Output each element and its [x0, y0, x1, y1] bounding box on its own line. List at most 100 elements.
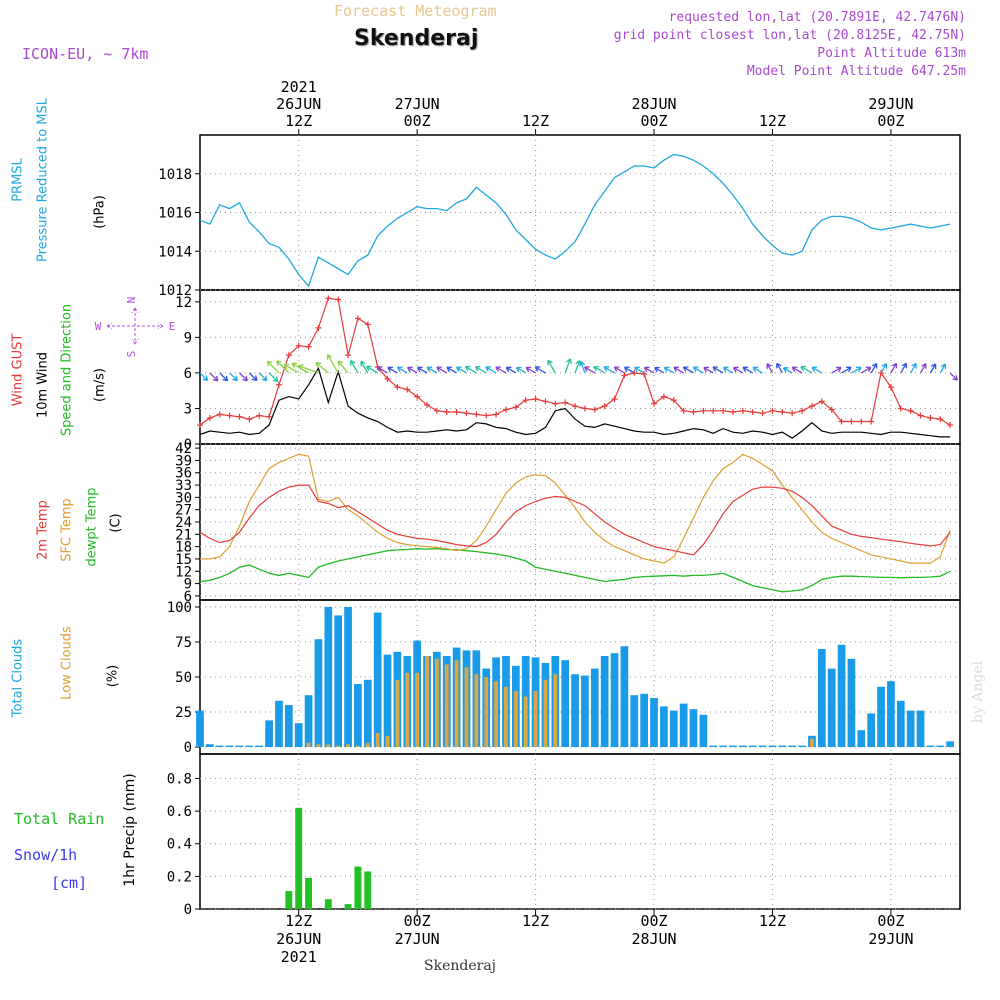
total-cloud-bar [255, 745, 264, 747]
wind-arrow-head [811, 366, 818, 373]
compass-rose [106, 307, 164, 345]
gust-marker [680, 407, 687, 414]
gust-marker [562, 399, 569, 406]
top-hour-label: 12Z [522, 112, 549, 130]
wind-arrow-head [387, 366, 393, 373]
top-hour-label: 00Z [877, 112, 904, 130]
clouds-unit-label: (%) [105, 664, 121, 688]
wind-direction-arrow [584, 366, 596, 374]
wind-arrow-head [350, 360, 356, 366]
low-cloud-bar [523, 696, 528, 747]
total-cloud-bar [590, 668, 599, 747]
compass-w: W [95, 320, 102, 333]
low-cloud-bar [316, 744, 321, 747]
wind-direction-arrow [831, 366, 842, 374]
wind-direction-arrow [603, 366, 615, 374]
wind-arrow-head [397, 366, 403, 373]
total-cloud-bar [206, 744, 214, 747]
total-cloud-bar [225, 745, 234, 747]
wind-direction-arrow [446, 366, 457, 374]
gust-marker [552, 400, 559, 407]
total-cloud-bar [936, 745, 945, 747]
wind-direction-arrow [436, 366, 448, 374]
low-cloud-bar [484, 677, 489, 747]
gust-marker [858, 418, 865, 425]
gust-marker [483, 412, 490, 419]
top-date-label: 29JUN [868, 95, 913, 113]
total-cloud-bar [215, 745, 224, 747]
total-cloud-bar [906, 710, 915, 747]
wind-direction-arrow [298, 365, 319, 374]
wind-direction-arrow [360, 360, 369, 374]
pressure-ytick-label: 1018 [158, 167, 192, 183]
clouds-ytick-label: 75 [175, 635, 192, 651]
gust-marker [710, 407, 717, 414]
low-cloud-bar [434, 658, 439, 747]
wind-direction-arrow [910, 363, 917, 374]
temp-ytick-label: 24 [175, 515, 192, 531]
gust-marker [315, 324, 322, 331]
wind-direction-arrow [683, 366, 694, 374]
wind-direction-arrow [811, 366, 823, 374]
wind-arrow-head [791, 366, 798, 373]
gust-marker [394, 384, 401, 391]
wind-direction-arrow [841, 366, 852, 374]
gust-marker [433, 407, 440, 414]
wind-arrow-head [593, 365, 599, 372]
top-hour-label: 12Z [285, 112, 312, 130]
total-cloud-bar [817, 649, 826, 747]
precip-ytick-label: 0.6 [167, 804, 192, 820]
gust-marker [572, 403, 579, 410]
wind-direction-arrow [475, 366, 487, 374]
wind-arrow-head [298, 364, 304, 371]
wind-direction-arrow [564, 358, 571, 374]
total-cloud-bar [354, 684, 362, 747]
gust-marker [591, 406, 598, 413]
snow-unit-label: [cm] [51, 874, 88, 892]
rain-bar [364, 871, 372, 909]
total-clouds-label: Total Clouds [10, 638, 26, 718]
wind-direction-arrow [248, 372, 258, 381]
wind-arrow-head [579, 361, 586, 367]
wind-direction-arrow [712, 366, 724, 374]
wind-arrow-head [291, 362, 298, 369]
total-cloud-bar [798, 745, 806, 747]
gust-marker [275, 381, 282, 388]
total-cloud-bar [620, 646, 629, 747]
wind-arrow-head [495, 366, 501, 372]
prmsl-line [199, 153, 951, 288]
clouds-ytick-label: 0 [184, 740, 192, 756]
wind10m-line [199, 366, 951, 439]
gust-marker [246, 416, 253, 423]
wind-direction-arrow [456, 366, 467, 374]
top-date-label: 26JUN [276, 95, 321, 113]
temp-ytick-label: 15 [175, 552, 192, 568]
wind-arrow-head [456, 366, 462, 372]
wind-arrow-head [846, 366, 852, 373]
total-cloud-bar [926, 745, 935, 747]
wind-direction-arrow [644, 366, 655, 374]
gust-marker [473, 411, 480, 418]
wind-direction-arrow [258, 372, 268, 382]
low-cloud-bar [425, 656, 429, 747]
gust-marker [611, 395, 618, 402]
wind-arrow-head [624, 366, 630, 373]
point-altitude: Point Altitude 613m [817, 46, 966, 61]
total-cloud-bar [275, 700, 283, 747]
wind-arrow-head [232, 375, 238, 382]
total-cloud-bar [600, 656, 609, 747]
wind-arrow-head [266, 360, 273, 367]
gust-marker [947, 422, 954, 429]
wind-arrow-head [360, 360, 366, 367]
wind-arrow-head [952, 375, 958, 381]
gust-marker [305, 343, 312, 350]
compass-s: S [125, 351, 138, 358]
gust-marker [729, 409, 736, 416]
rain-bar [285, 891, 293, 909]
wind-direction-arrow [525, 366, 536, 374]
wind-direction-arrow [485, 366, 497, 374]
gust-marker [295, 342, 302, 349]
gust-marker [206, 414, 213, 421]
wind-arrow-head [426, 366, 433, 373]
wind-ytick-label: 3 [184, 401, 192, 417]
